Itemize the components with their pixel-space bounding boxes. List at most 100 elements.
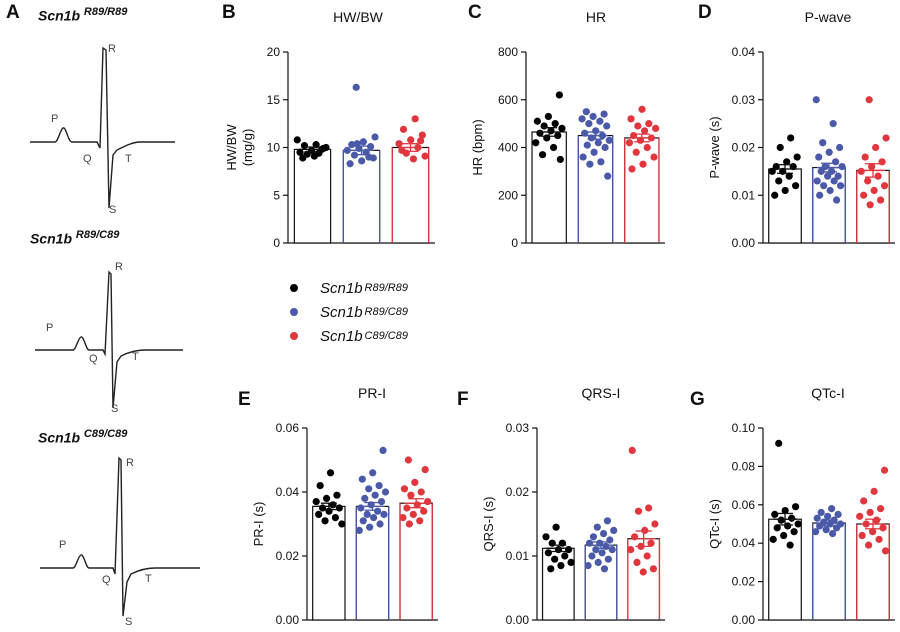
chart-f-point-1-0 [603,517,612,525]
ecg-2-label-r: R [115,261,123,273]
chart-d-point-2-10 [870,186,878,195]
chart-b-point-2-2 [418,131,426,139]
chart-g-point-0-8 [773,524,781,532]
chart-b-ylabel-0: HW/BW [224,124,239,171]
legend-label-1: Scn1b [320,279,363,297]
chart-e-point-1-17 [366,523,374,531]
chart-d-point-0-0 [787,134,795,142]
chart-c-point-1-3 [578,115,586,123]
chart-e-point-1-3 [375,482,383,490]
chart-g-point-0-2 [781,506,789,515]
chart-e-point-0-10 [331,514,340,522]
chart-e-point-2-3 [400,485,409,493]
chart-g-point-1-1 [817,508,825,517]
chart-c-point-0-0 [555,91,563,99]
chart-e-point-1-8 [377,498,386,506]
chart-f-point-1-4 [589,533,598,541]
chart-g-point-0-6 [794,520,802,528]
chart-c-point-2-13 [639,160,647,168]
chart-d-point-1-17 [826,186,834,195]
chart-e-point-1-18 [355,526,363,535]
chart-b-point-2-3 [407,136,415,144]
chart-g-ytick-label-4: 0.08 [732,459,756,473]
chart-d-point-0-3 [783,158,791,166]
chart-c-point-0-2 [533,117,541,125]
chart-g-point-1-11 [822,526,830,534]
chart-g-point-2-12 [865,541,873,549]
chart-f-point-1-12 [588,552,596,560]
chart-d-point-1-14 [830,177,838,185]
chart-f-point-0-1 [542,533,550,541]
chart-c-point-2-0 [638,105,646,113]
chart-e-point-0-2 [333,491,341,499]
ecg-title-1-superscript: R89/R89 [83,6,128,18]
panel-letter-g: G [690,389,705,410]
legend-item-1: Scn1b R89/R89 [290,276,408,300]
chart-e-point-1-5 [381,488,390,496]
chart-c-point-1-11 [605,136,613,144]
chart-e-point-1-16 [376,520,384,528]
chart-f-point-2-6 [647,539,655,547]
chart-d-point-2-13 [866,201,874,209]
chart-g-ytick-label-3: 0.06 [732,498,756,512]
chart-g-ytick-label-1: 0.02 [732,575,756,589]
legend-dot-1 [290,284,298,292]
chart-d-point-1-19 [832,196,841,204]
chart-f-point-2-3 [651,520,659,528]
chart-c-ytick-label-0: 0 [511,236,518,250]
ecg-title-2: Scn1b R89/C89 [30,229,119,247]
chart-d-ylabel-0: P-wave (s) [707,116,722,178]
chart-c-ytick-label-3: 600 [498,93,518,107]
chart-e-point-1-2 [358,475,366,483]
legend-label-2: Scn1b [320,303,363,321]
chart-e-point-2-13 [405,520,413,528]
chart-c-point-2-4 [652,124,660,132]
chart-d-point-0-12 [771,191,779,199]
chart-e-point-2-8 [403,504,411,512]
chart-c-point-2-11 [632,148,640,156]
panel-letter-e: E [238,389,251,410]
ecg-title-1: Scn1b R89/R89 [38,6,127,24]
chart-c-point-1-18 [586,160,594,168]
panel-letter-a: A [6,2,20,23]
ecg-1-label-t: T [125,153,132,165]
chart-d-point-0-1 [776,143,784,152]
chart-f-point-0-8 [551,555,559,563]
chart-f-point-0-11 [547,565,555,573]
legend-superscript-2: R89/C89 [364,306,408,318]
chart-b-bar-2 [391,146,430,244]
chart-c-bar-0 [531,131,567,244]
chart-d-bar-0 [768,168,802,244]
chart-f-point-1-10 [608,546,616,554]
chart-d-ytick-label-1: 0.01 [732,188,756,202]
chart-f-point-0-7 [561,552,569,560]
chart-g-point-0-11 [769,535,777,543]
chart-b-point-2-4 [395,140,403,148]
chart-g-point-1-9 [816,522,824,530]
chart-c-point-0-8 [554,131,562,140]
chart-c-point-2-14 [628,165,636,173]
chart-d-point-1-5 [815,153,823,161]
chart-d-ytick-label-2: 0.02 [732,141,756,155]
chart-d-point-1-18 [816,191,824,199]
chart-d-point-1-15 [820,182,828,190]
chart-e-point-2-9 [420,507,428,515]
chart-f-point-2-9 [643,552,651,560]
chart-f-point-1-16 [600,565,609,573]
chart-g-point-1-12 [812,528,820,536]
chart-f-point-2-11 [649,565,658,573]
chart-g-title: QTc-I [811,385,844,401]
chart-e-ylabel-0: PR-I (s) [251,502,266,547]
ecg-1-label-q: Q [83,153,92,165]
chart-b-point-0-5 [296,148,304,156]
chart-e-point-1-12 [363,510,371,518]
chart-c-point-1-14 [601,143,609,152]
chart-g-point-1-13 [828,530,837,538]
chart-b-point-2-8 [409,155,418,163]
legend-superscript-1: R89/R89 [364,282,408,294]
chart-f-point-1-1 [593,523,601,531]
chart-e-point-1-13 [380,510,388,518]
chart-e-point-1-14 [370,514,378,522]
chart-e-point-0-9 [315,510,323,518]
